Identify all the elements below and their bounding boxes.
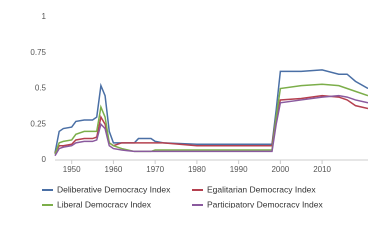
x-tick-label: 2000 [271, 165, 289, 174]
line [54, 94, 368, 154]
line [54, 69, 368, 153]
y-tick-label: 1 [42, 12, 47, 21]
x-tick-label: 1970 [146, 165, 164, 174]
legend-label: Participatory Democracy Index [207, 199, 323, 208]
legend-label: Egalitarian Democracy Index [207, 184, 316, 194]
y-tick-label: 0 [42, 155, 47, 164]
x-tick-label: 1980 [188, 165, 206, 174]
x-tick-label: 1960 [105, 165, 123, 174]
y-tick-label: 0.5 [35, 84, 47, 93]
x-tick-label: 2010 [313, 165, 331, 174]
chart: 0 0.25 0.5 0.75 1 1950 1960 1970 1980 1990 2000 201… [30, 12, 368, 208]
x-tick-label: 1950 [63, 165, 81, 174]
legend-label: Liberal Democracy Index [57, 199, 152, 208]
line [54, 94, 368, 157]
y-tick-label: 0.25 [30, 119, 46, 128]
legend-label: Deliberative Democracy Index [57, 184, 171, 194]
y-tick-label: 0.75 [30, 48, 46, 57]
x-tick-label: 1990 [230, 165, 248, 174]
page: 0 0.25 0.5 0.75 1 1950 1960 1970 1980 1990 2000 201… [30, 12, 368, 208]
